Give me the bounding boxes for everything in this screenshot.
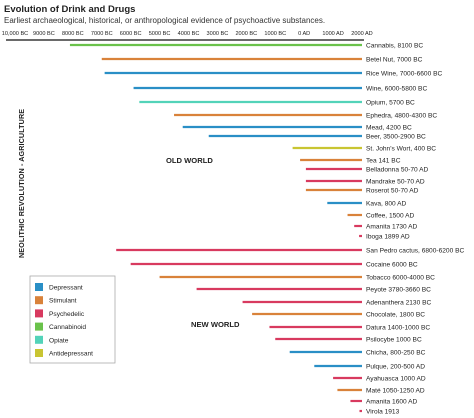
bar-label: Betel Nut, 7000 BC: [366, 56, 423, 63]
bar-label: San Pedro cactus, 6800-6200 BC: [366, 247, 464, 254]
x-tick-label: 7000 BC: [91, 31, 113, 37]
bar-label: Kava, 800 AD: [366, 200, 407, 207]
x-tick-label: 1000 AD: [322, 31, 343, 37]
bar-label: Ayahuasca 1000 AD: [366, 375, 426, 382]
bar-label: Mead, 4200 BC: [366, 124, 412, 131]
legend-swatch: [35, 335, 43, 344]
bar-label: Tobacco 6000-4000 BC: [366, 274, 435, 281]
legend-swatch: [35, 322, 43, 331]
x-tick-label: 2000 AD: [351, 31, 372, 37]
bar-label: Chocolate, 1800 BC: [366, 311, 425, 318]
bar-label: Pulque, 200-500 AD: [366, 363, 425, 370]
bars: Cannabis, 8100 BC Betel Nut, 7000 BC Rice …: [69, 42, 464, 415]
bar-label: Maté 1050-1250 AD: [366, 387, 425, 394]
bar-label: Rice Wine, 7000-6600 BC: [366, 70, 442, 77]
section-label-new-world: NEW WORLD: [191, 320, 240, 329]
bar-label: Beer, 3500-2900 BC: [366, 133, 426, 140]
bar-label: Iboga 1899 AD: [366, 233, 410, 240]
bar-label: Amanita 1600 AD: [366, 398, 418, 405]
legend-label: Opiate: [49, 337, 69, 344]
legend-swatch: [35, 349, 43, 357]
legend-swatch: [35, 283, 43, 291]
x-tick-label: 3000 BC: [207, 31, 229, 37]
chart-title: Evolution of Drink and Drugs: [4, 4, 135, 15]
x-tick-label: 8000 BC: [62, 31, 84, 37]
x-tick-label: 4000 BC: [178, 31, 200, 37]
x-tick-label: 5000 BC: [149, 31, 171, 37]
legend-swatch: [35, 296, 43, 305]
bar-label: Cannabis, 8100 BC: [366, 42, 423, 49]
bar-label: Mandrake 50-70 AD: [366, 178, 425, 185]
bar-label: Amanita 1730 AD: [366, 223, 418, 230]
x-tick-label: 10,000 BC: [2, 31, 28, 37]
legend-swatch: [35, 309, 43, 318]
bar-label: Chicha, 800-250 BC: [366, 349, 426, 356]
bar-label: Roserot 50-70 AD: [366, 187, 419, 194]
legend-label: Stimulant: [49, 298, 77, 305]
bar-label: Opium, 5700 BC: [366, 99, 415, 106]
legend-label: Antidepressant: [49, 351, 93, 358]
y-axis-label: NEOLITHIC REVOLUTION - AGRICULTURE: [17, 109, 26, 258]
legend-box: [29, 275, 116, 364]
x-axis: 10,000 BC 9000 BC 8000 BC 7000 BC 6000 BC 500…: [2, 31, 373, 37]
bar-label: Psilocybe 1000 BC: [366, 336, 422, 343]
bar-label: Datura 1400-1000 BC: [366, 324, 430, 331]
legend-label: Depressant: [49, 285, 83, 292]
bar-label: Virola 1913: [366, 408, 400, 415]
bar-label: Peyote 3780-3660 BC: [366, 286, 431, 293]
legend: Depressant Stimulant Psychedelic Cannabinoi…: [29, 275, 116, 364]
legend-label: Cannabinoid: [49, 324, 86, 331]
bar-label: St. John's Wort, 400 BC: [366, 145, 436, 152]
section-label-old-world: OLD WORLD: [166, 156, 213, 165]
chart-subtitle: Earliest archaeological, historical, or …: [4, 16, 325, 25]
legend-label: Psychedelic: [49, 311, 85, 318]
bar-label: Adenanthera 2130 BC: [366, 299, 431, 306]
bar-label: Tea 141 BC: [366, 157, 401, 164]
bar-label: Belladonna 50-70 AD: [366, 166, 429, 173]
x-tick-label: 9000 BC: [33, 31, 55, 37]
bar-label: Wine, 6000-5800 BC: [366, 85, 427, 92]
x-tick-label: 2000 BC: [235, 31, 257, 37]
bar-label: Ephedra, 4800-4300 BC: [366, 112, 437, 119]
x-tick-label: 0 AD: [298, 31, 310, 37]
bar-label: Cocaine 6000 BC: [366, 261, 418, 268]
bar-label: Coffee, 1500 AD: [366, 212, 415, 219]
x-tick-label: 6000 BC: [120, 31, 142, 37]
x-tick-label: 1000 BC: [264, 31, 286, 37]
